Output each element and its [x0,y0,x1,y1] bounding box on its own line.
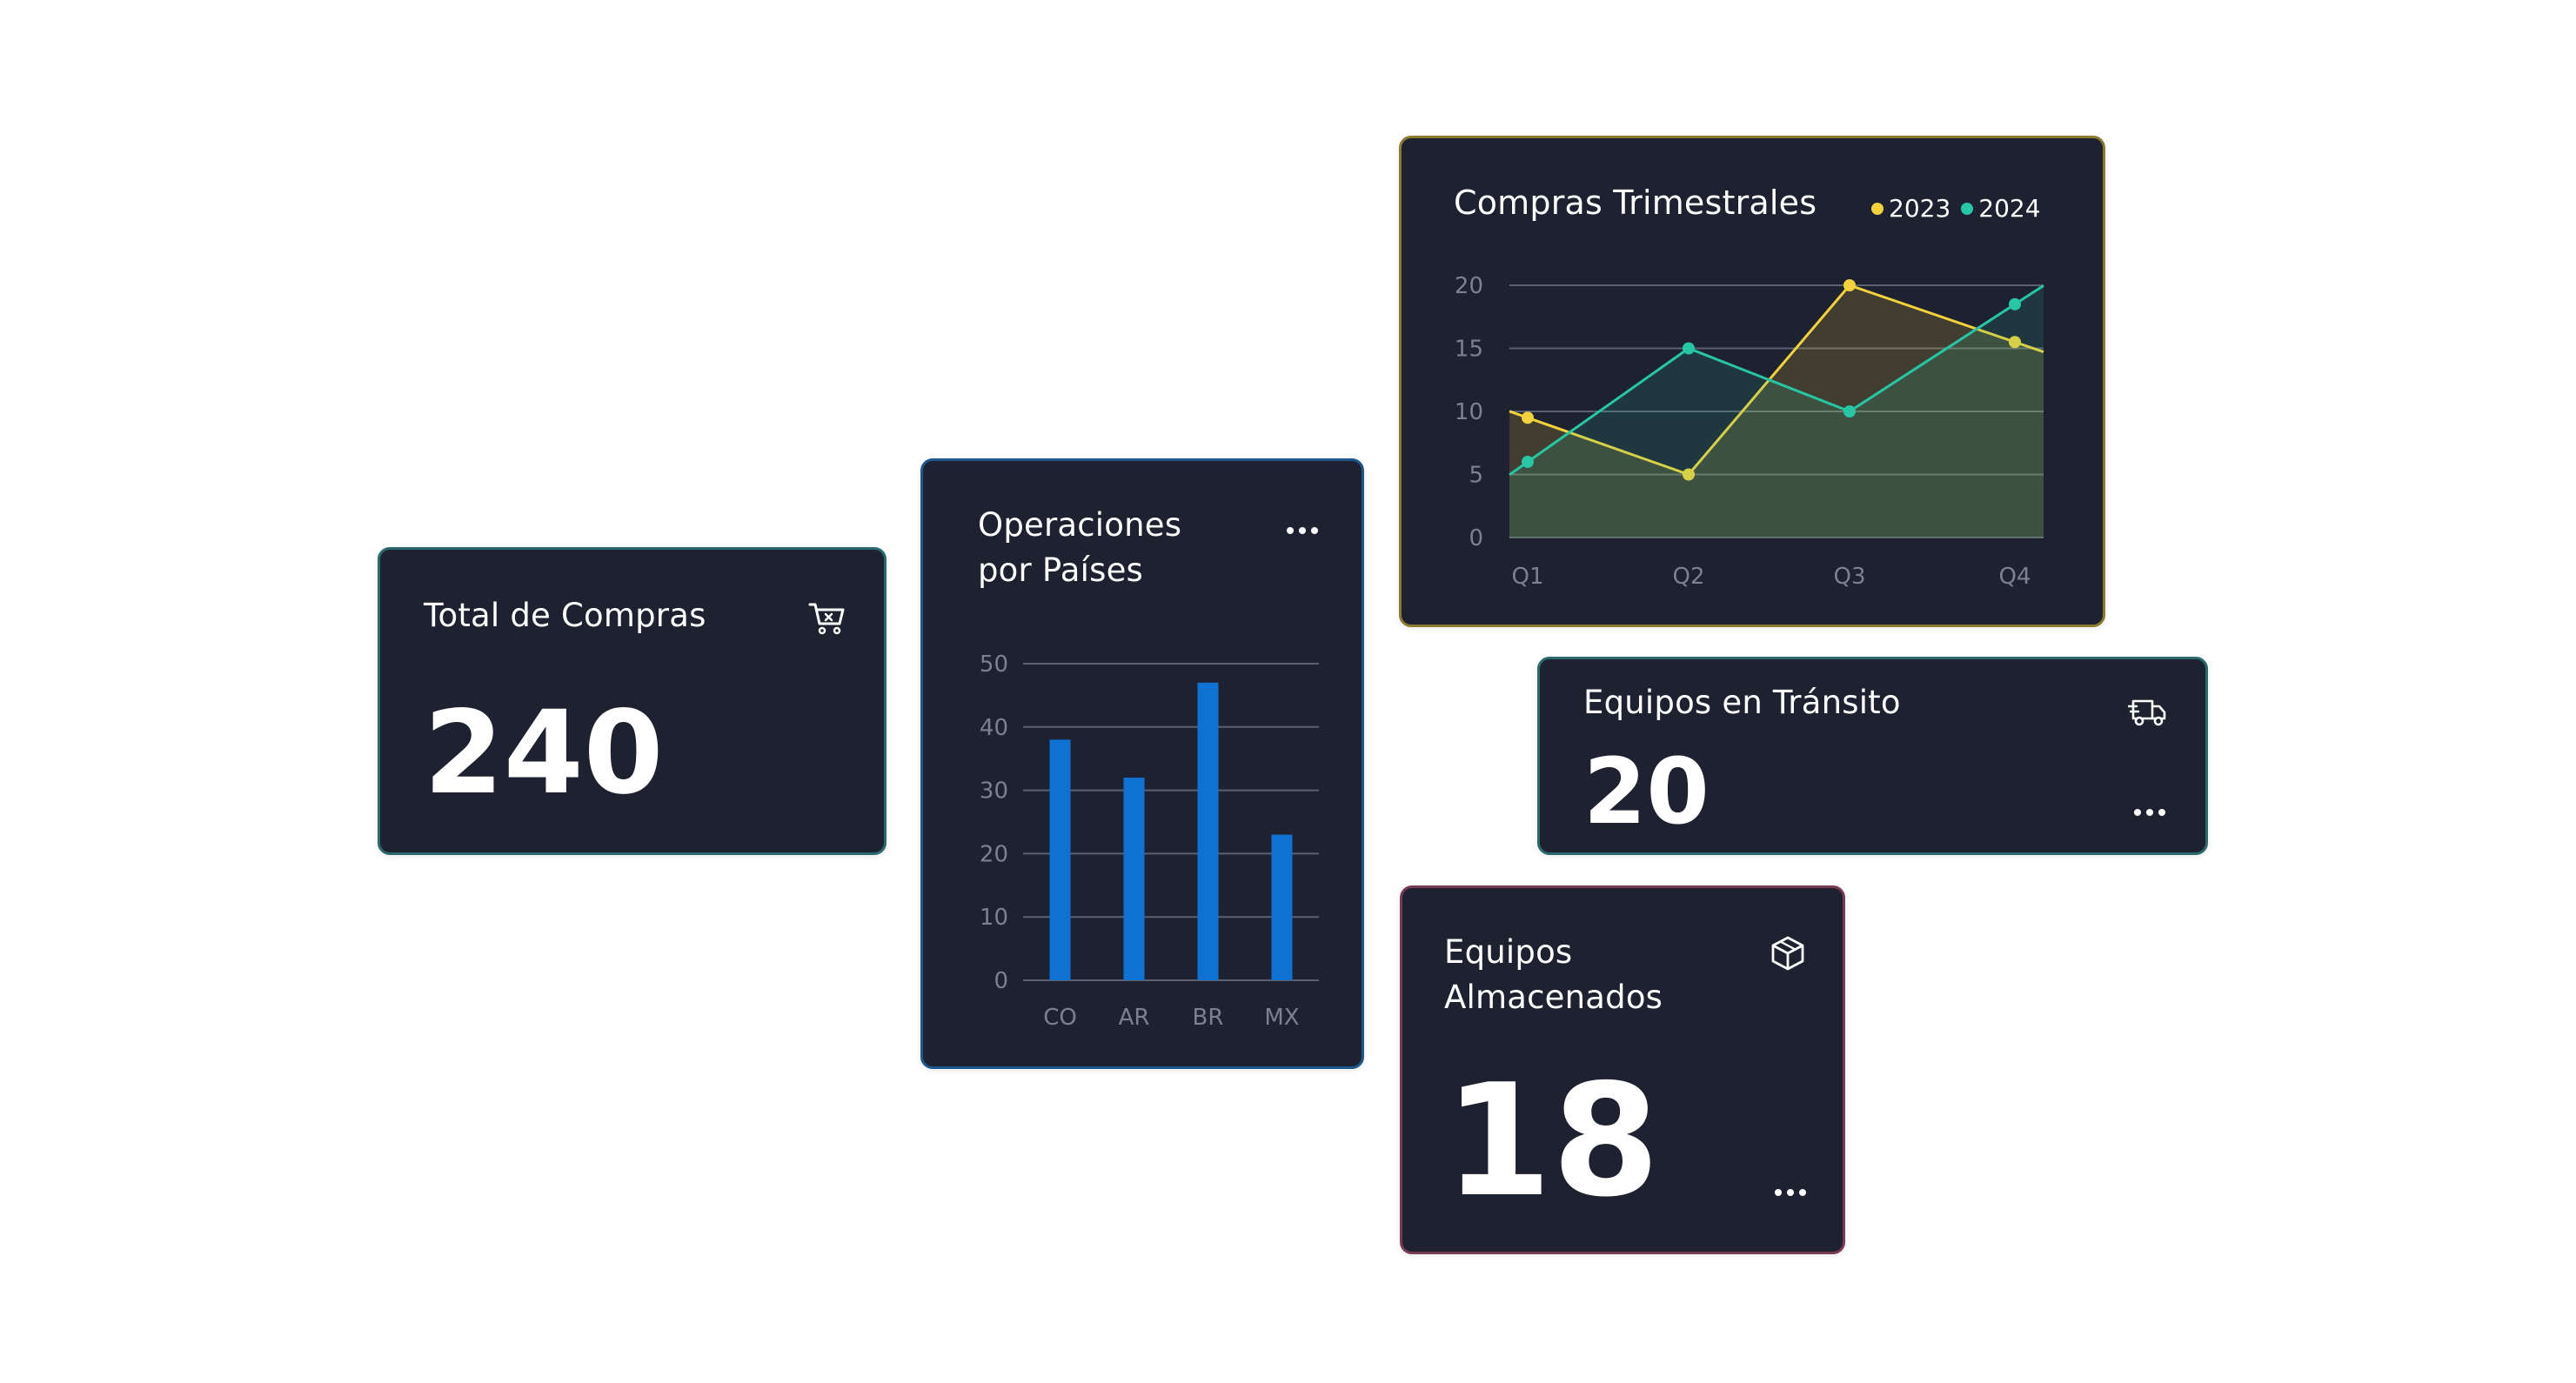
legend-swatch [1871,202,1883,215]
y-tick-label: 30 [980,778,1008,805]
y-tick-label: 15 [1455,337,1483,363]
bar [1123,778,1145,980]
series-area [1509,285,2044,538]
bar [1197,682,1219,980]
x-tick-label: CO [1043,1005,1077,1031]
legend-label: 2024 [1978,194,2041,223]
x-tick-label: Q4 [1998,564,2031,590]
x-tick-label: BR [1193,1005,1224,1031]
card-title: Operaciones por Países [978,506,1182,589]
y-tick-label: 5 [1469,463,1483,489]
box-icon [1770,935,1806,975]
y-tick-label: 10 [1455,399,1483,425]
data-point [1683,468,1695,481]
bar [1049,739,1071,980]
y-tick-label: 50 [980,651,1008,678]
series-area [1509,285,2044,538]
data-point [1522,411,1534,424]
stored-value: 18 [1444,1051,1660,1231]
truck-icon [2127,696,2168,731]
x-tick-label: Q1 [1511,564,1543,590]
operations-by-country-card: Operaciones por Países 0 10 20 30 40 50 CO AR BR… [920,458,1364,1069]
data-point [2009,297,2021,311]
data-point [1843,405,1856,418]
quarterly-purchases-card: Compras Trimestrales 2023 2024 0 5 10 15 20 Q… [1399,136,2105,627]
y-tick-label: 0 [994,968,1008,994]
y-tick-label: 10 [980,905,1008,931]
data-point [1522,456,1534,468]
x-tick-label: AR [1119,1005,1150,1031]
x-tick-label: Q2 [1672,564,1704,590]
chart-legend: 2023 2024 [1871,194,2041,223]
legend-item-2024[interactable]: 2024 [1961,194,2041,223]
legend-label: 2023 [1889,194,1951,223]
area-chart: 0 5 10 15 20 Q1 Q2 Q3 Q4 [1455,273,2044,590]
legend-swatch [1961,202,1974,215]
x-tick-label: Q3 [1833,564,1865,590]
equipment-in-transit-card: Equipos en Tránsito 20 [1537,657,2208,855]
y-tick-label: 20 [1455,273,1483,299]
cart-icon [808,601,846,639]
total-purchases-value: 240 [424,686,664,820]
y-tick-label: 20 [980,841,1008,867]
y-tick-label: 40 [980,715,1008,741]
card-title: Equipos Almacenados [1444,933,1663,1016]
card-title: Compras Trimestrales [1454,184,1817,222]
bar [1271,834,1293,980]
card-title: Equipos en Tránsito [1583,684,1901,721]
legend-item-2023[interactable]: 2023 [1871,194,1950,223]
data-point [1683,342,1695,355]
card-title: Total de Compras [424,597,706,634]
total-purchases-card: Total de Compras 240 [378,547,887,855]
more-dots-icon[interactable] [2134,809,2165,816]
data-point [2009,336,2021,349]
bar-chart: 0 10 20 30 40 50 CO AR BR MX [980,651,1319,1031]
equipment-stored-card: Equipos Almacenados 18 [1400,885,1845,1254]
data-point [1843,279,1856,291]
y-tick-label: 0 [1469,525,1483,551]
more-dots-icon[interactable] [1287,527,1318,534]
x-tick-label: MX [1264,1005,1299,1031]
more-dots-icon[interactable] [1775,1189,1806,1196]
in-transit-value: 20 [1583,738,1710,845]
